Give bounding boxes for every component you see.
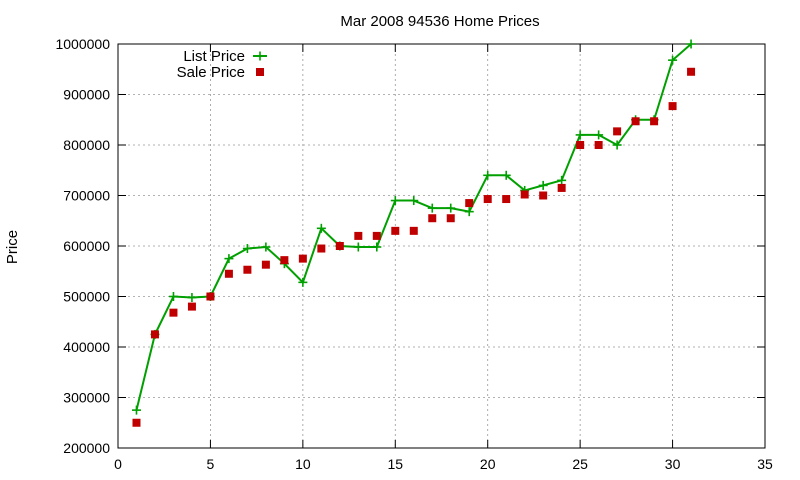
list-price-point bbox=[187, 293, 197, 303]
sale-price-point bbox=[224, 269, 233, 278]
sale-price-point bbox=[687, 67, 696, 76]
x-tick-label: 10 bbox=[295, 456, 311, 472]
list-price-point bbox=[446, 203, 456, 213]
sale-price-point bbox=[335, 242, 344, 250]
list-price-point bbox=[298, 277, 308, 287]
list-price-point bbox=[409, 196, 419, 206]
x-tick-label: 15 bbox=[387, 456, 403, 472]
list-price-point bbox=[168, 292, 178, 301]
sale-price-point bbox=[631, 117, 640, 126]
legend-plus-marker bbox=[255, 51, 265, 61]
list-price-point bbox=[316, 223, 326, 233]
x-tick-label: 0 bbox=[114, 456, 122, 472]
sale-price-point bbox=[428, 214, 437, 223]
sale-price-point bbox=[465, 199, 474, 208]
y-tick-label: 400000 bbox=[63, 339, 110, 355]
sale-price-point bbox=[557, 183, 566, 192]
sale-price-point bbox=[446, 214, 455, 223]
y-tick-label: 600000 bbox=[63, 238, 110, 254]
y-tick-label: 700000 bbox=[63, 188, 110, 204]
sale-price-point bbox=[206, 292, 215, 301]
chart-title: Mar 2008 94536 Home Prices bbox=[340, 13, 539, 30]
y-axis-label: Price bbox=[4, 230, 21, 264]
y-tick-label: 800000 bbox=[63, 137, 110, 153]
series-1 bbox=[132, 67, 696, 427]
y-tick-label: 900000 bbox=[63, 87, 110, 103]
list-price-point bbox=[686, 39, 696, 49]
sale-price-point bbox=[280, 256, 289, 265]
sale-price-point bbox=[261, 260, 270, 269]
sale-price-point bbox=[298, 254, 307, 263]
list-price-point bbox=[483, 170, 493, 180]
legend-label-0: List Price bbox=[183, 48, 245, 65]
sale-price-point bbox=[576, 141, 585, 149]
axis-ticks: 0 5 10 15 20 25 30 35 200000 300000 400000 500000 60… bbox=[55, 36, 773, 472]
sale-price-point bbox=[594, 141, 603, 149]
sale-price-point bbox=[243, 265, 252, 274]
list-price-point bbox=[427, 203, 437, 213]
list-price-point bbox=[612, 140, 622, 150]
list-price-point bbox=[261, 242, 271, 252]
sale-price-point bbox=[187, 302, 196, 311]
legend-square-marker bbox=[256, 68, 264, 76]
sale-price-point bbox=[169, 308, 178, 317]
sale-price-point bbox=[613, 127, 622, 136]
list-price-point bbox=[353, 242, 363, 252]
y-tick-label: 300000 bbox=[63, 390, 110, 406]
sale-price-point bbox=[391, 226, 400, 235]
list-price-point bbox=[501, 170, 511, 180]
sale-price-point bbox=[409, 226, 418, 235]
y-tick-label: 500000 bbox=[63, 289, 110, 305]
sale-price-point bbox=[354, 231, 363, 240]
list-price-point bbox=[594, 130, 604, 140]
list-price-point bbox=[224, 254, 234, 264]
list-price-point bbox=[372, 242, 382, 252]
sale-price-point bbox=[520, 190, 529, 199]
legend-label-1: Sale Price bbox=[177, 64, 245, 81]
sale-price-point bbox=[650, 117, 659, 126]
sale-price-point bbox=[317, 244, 326, 253]
sale-price-point bbox=[132, 418, 141, 427]
list-price-point bbox=[242, 244, 252, 254]
plot-frame bbox=[117, 43, 766, 449]
list-price-point bbox=[557, 175, 567, 185]
sale-price-point bbox=[668, 102, 677, 111]
list-price-point bbox=[668, 55, 678, 65]
list-price-point bbox=[464, 207, 474, 217]
list-price-point bbox=[575, 130, 585, 140]
x-tick-label: 20 bbox=[480, 456, 496, 472]
list-price-point bbox=[390, 196, 400, 206]
x-tick-label: 5 bbox=[207, 456, 215, 472]
grid bbox=[118, 44, 765, 448]
y-tick-label: 200000 bbox=[63, 440, 110, 456]
y-tick-label: 1000000 bbox=[55, 36, 110, 52]
list-price-point bbox=[131, 405, 141, 415]
sale-price-point bbox=[502, 195, 511, 204]
sale-price-point bbox=[150, 330, 159, 339]
series-layer bbox=[131, 39, 696, 427]
sale-price-point bbox=[483, 195, 492, 204]
x-tick-label: 25 bbox=[572, 456, 588, 472]
sale-price-point bbox=[372, 231, 381, 240]
x-tick-label: 30 bbox=[665, 456, 681, 472]
list-price-point bbox=[538, 180, 548, 190]
x-tick-label: 35 bbox=[757, 456, 773, 472]
sale-price-point bbox=[539, 191, 548, 200]
